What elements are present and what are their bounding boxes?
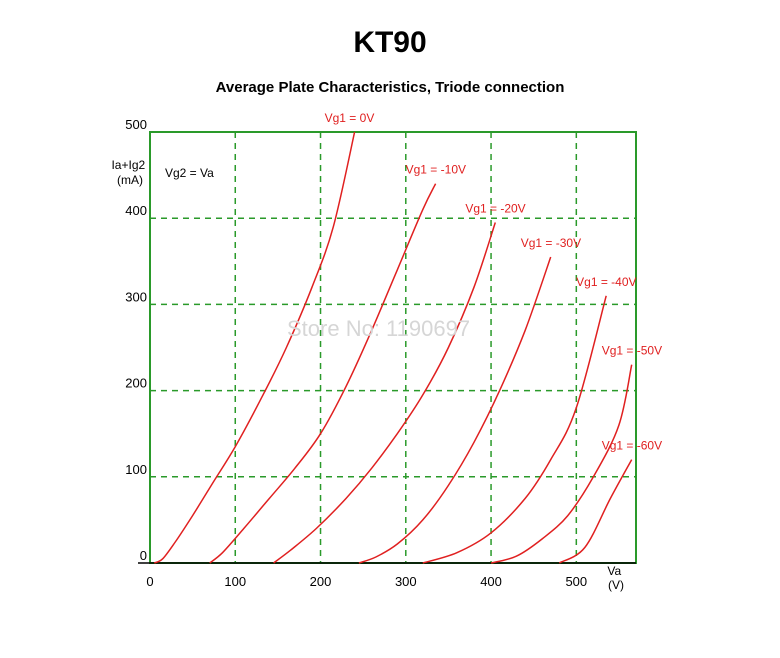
y-axis-label: Ia+Ig2 (mA) bbox=[111, 158, 148, 187]
y-tick-label: 300 bbox=[125, 289, 147, 304]
vg2-annotation: Vg2 = Va bbox=[165, 166, 214, 180]
x-tick-label: 100 bbox=[224, 574, 246, 589]
curves bbox=[153, 131, 633, 564]
curve-label: Vg1 = -60V bbox=[602, 439, 662, 453]
x-tick-label: 300 bbox=[395, 574, 417, 589]
x-tick-label: 200 bbox=[310, 574, 332, 589]
chart-frame bbox=[138, 131, 637, 564]
curve-labels: Vg1 = 0V Vg1 = -10V Vg1 = -20V Vg1 = -30V Vg… bbox=[325, 111, 662, 453]
curve-label: Vg1 = -10V bbox=[406, 163, 466, 177]
curve-line bbox=[153, 131, 356, 564]
plot-border bbox=[149, 131, 637, 564]
watermark-text: Store No: 1190697 bbox=[287, 316, 470, 341]
y-tick-label: 0 bbox=[140, 548, 147, 563]
curve-line bbox=[273, 222, 497, 564]
curve-label: Vg1 = -30V bbox=[521, 236, 581, 250]
chart-title: KT90 bbox=[353, 26, 427, 59]
curve-line bbox=[358, 256, 552, 564]
curve-line bbox=[209, 183, 437, 564]
curve-label: Vg1 = -40V bbox=[576, 275, 636, 289]
curve-line bbox=[558, 459, 633, 564]
axis-ticks: 0 100 200 300 400 500 0 100 200 300 400 500 bbox=[125, 117, 587, 589]
x-axis-label: Va (V) bbox=[607, 564, 624, 592]
x-tick-label: 400 bbox=[480, 574, 502, 589]
curve-label: Vg1 = -20V bbox=[465, 202, 525, 216]
curve-label: Vg1 = 0V bbox=[325, 111, 375, 125]
y-tick-label: 400 bbox=[125, 203, 147, 218]
curve-line bbox=[490, 364, 633, 564]
y-tick-label: 200 bbox=[125, 376, 147, 391]
x-tick-label: 0 bbox=[146, 574, 153, 589]
curve-line bbox=[422, 295, 607, 564]
x-tick-label: 500 bbox=[565, 574, 587, 589]
curve-label: Vg1 = -50V bbox=[602, 344, 662, 358]
grid bbox=[150, 132, 636, 563]
y-tick-label: 100 bbox=[125, 462, 147, 477]
y-tick-label: 500 bbox=[125, 117, 147, 132]
chart-subtitle: Average Plate Characteristics, Triode co… bbox=[215, 79, 565, 96]
